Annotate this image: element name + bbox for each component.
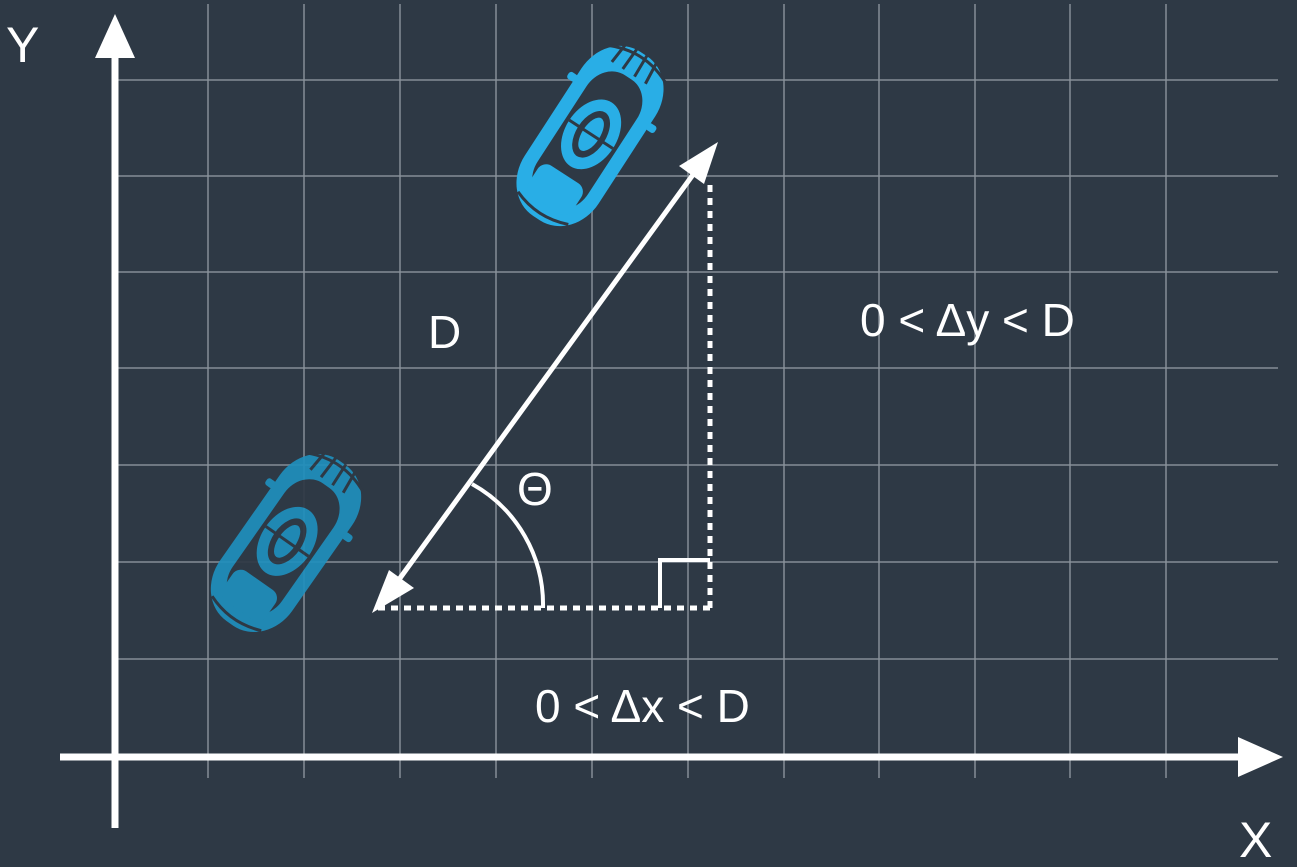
- delta-x-label: 0 < Δx < D: [535, 680, 750, 732]
- angle-arc: [471, 482, 546, 609]
- angle-label: Θ: [517, 463, 553, 515]
- right-angle-mark: [658, 558, 710, 608]
- delta-y-label: 0 < Δy < D: [860, 294, 1075, 346]
- vector-arrowhead-start: [372, 570, 414, 613]
- car-moved-icon: [491, 23, 690, 249]
- y-axis-arrowhead: [95, 14, 135, 58]
- y-axis: [95, 14, 135, 828]
- coordinate-grid: [115, 4, 1278, 778]
- x-axis-label: X: [1239, 812, 1272, 867]
- distance-label: D: [428, 306, 461, 358]
- y-axis-label: Y: [6, 17, 39, 73]
- x-axis: [60, 737, 1283, 777]
- vector-arrowhead-end: [679, 142, 718, 184]
- distance-vector: [372, 142, 718, 613]
- x-axis-arrowhead: [1238, 737, 1283, 777]
